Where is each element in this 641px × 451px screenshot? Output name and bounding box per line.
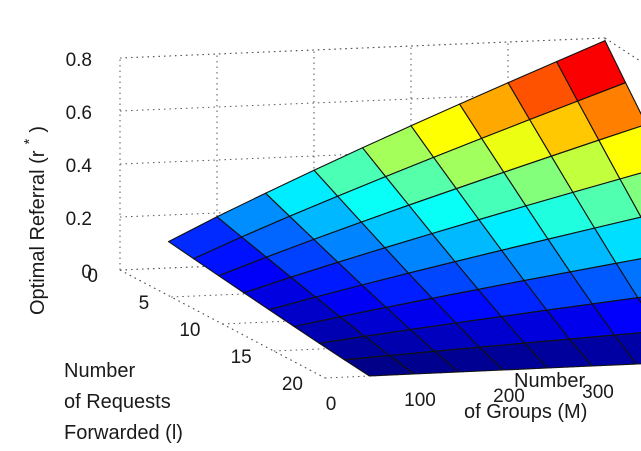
y-tick-label: 5 (139, 293, 150, 314)
x-axis-label-line-1: Number (514, 370, 585, 392)
x-tick-label: 0 (326, 394, 337, 415)
axis-labels: Optimal Referral (r*) Number of Requests… (21, 126, 587, 444)
y-tick-label: 0 (87, 266, 98, 287)
y-tick-label: 15 (231, 347, 252, 368)
x-tick-label: 200 (493, 386, 525, 407)
z-tick-label: 0 (81, 262, 92, 283)
grid-edge (119, 269, 326, 379)
surface (167, 40, 641, 377)
y-axis-label-line-1: Number (64, 360, 135, 382)
x-tick-label: 300 (582, 382, 614, 403)
y-tick-label: 20 (282, 374, 303, 395)
surface-patch (343, 354, 415, 377)
z-tick-label: 0.6 (66, 103, 92, 124)
y-tick-label: 10 (179, 320, 200, 341)
z-axis-label: Optimal Referral (r*) (21, 126, 49, 315)
grid-line-z-back (119, 90, 606, 112)
tick-labels: 00.20.40.60.8051015200100200300400500 (66, 50, 614, 415)
x-tick-label: 100 (404, 390, 436, 411)
z-tick-label: 0.8 (66, 50, 92, 71)
y-axis-label-line-2: of Requests (64, 391, 171, 413)
grid-edge (119, 37, 606, 59)
z-tick-label: 0.4 (66, 156, 93, 177)
x-axis-label-line-2: of Groups (M) (464, 401, 587, 423)
z-tick-label: 0.2 (66, 209, 92, 230)
y-axis-label-line-3: Forwarded (l) (64, 422, 183, 444)
